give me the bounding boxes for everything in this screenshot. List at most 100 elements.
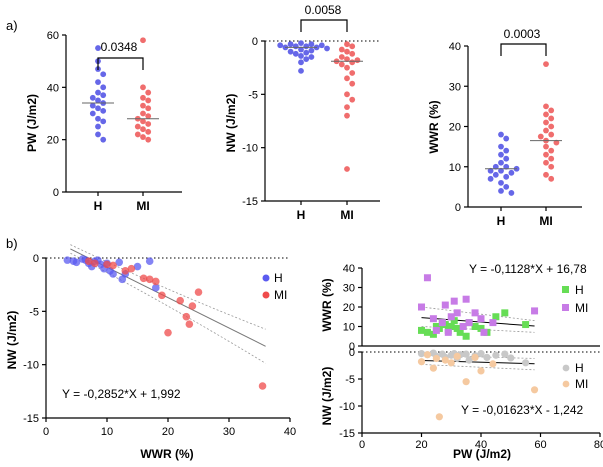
- nw-ytick-label: -15: [242, 196, 258, 208]
- wwr-point-mi: [543, 159, 549, 166]
- corr2-bottom-ytick-label: 0: [349, 347, 355, 359]
- nw-point-mi: [338, 54, 345, 60]
- wwr-point-h: [498, 143, 504, 150]
- corr1-xtick-label: 40: [284, 426, 296, 438]
- corr2-bottom-legend-mi: MI: [575, 377, 588, 391]
- nw-point-h: [277, 42, 284, 49]
- corr2-top-point-mi: [441, 301, 449, 309]
- pw-ytick-label: 0: [53, 187, 59, 199]
- corr1-point-mi: [164, 328, 172, 337]
- corr1-point-mi: [258, 382, 267, 390]
- wwr-point-h: [498, 179, 504, 186]
- wwr-point-mi: [543, 103, 549, 110]
- corr2-bottom-ylabel: NW (J/m2): [320, 367, 334, 426]
- wwr-point-mi: [548, 175, 555, 182]
- pw-pvalue: 0.0348: [101, 40, 138, 54]
- corr2-bottom-point-mi: [423, 351, 432, 359]
- corr2-top-point-h: [447, 323, 455, 330]
- panel-label-b: b): [6, 236, 18, 251]
- corr1-point-h: [72, 258, 81, 267]
- chart-pw: PW (J/m2) 0.0348: [25, 40, 138, 152]
- wwr-point-h: [503, 135, 510, 142]
- nw-point-mi: [349, 70, 356, 76]
- corr2-bottom-point-mi: [453, 352, 461, 360]
- corr1-ytick-label: 0: [33, 253, 39, 265]
- corr2-bottom-point-mi: [530, 386, 539, 394]
- pw-xtick-label: H: [94, 199, 103, 213]
- pw-point-mi: [145, 89, 152, 96]
- wwr-sig-bracket: [500, 43, 547, 56]
- nw-point-mi: [344, 75, 350, 82]
- corr1-legend-mi: MI: [274, 288, 287, 302]
- wwr-pvalue: 0.0003: [504, 27, 541, 41]
- wwr-point-mi: [548, 115, 555, 122]
- pw-point-mi: [145, 121, 152, 127]
- wwr-point-h: [498, 167, 504, 174]
- corr2-bottom-point-h: [477, 350, 485, 358]
- corr2-bottom-point-h: [507, 354, 515, 362]
- corr2-bottom-point-mi: [417, 358, 426, 366]
- corr2-top-point-mi: [531, 307, 539, 315]
- nw-point-mi: [344, 48, 350, 55]
- corr2-top-point-mi: [444, 328, 452, 336]
- wwr-point-mi: [548, 163, 555, 170]
- corr2-bottom-point-mi: [489, 360, 497, 368]
- wwr-point-h: [487, 175, 494, 182]
- corr2-xtick-label: 20: [415, 439, 427, 451]
- wwr-point-h: [508, 190, 515, 196]
- pw-point-mi: [140, 94, 146, 101]
- nw-point-mi: [344, 112, 350, 119]
- corr2-top-point-mi: [438, 319, 446, 327]
- corr2-bottom-fit-line: [421, 359, 535, 365]
- corr2-top-point-h: [462, 332, 470, 340]
- pw-point-mi: [140, 118, 146, 125]
- chart-wwr: WWR (%) 0.0003: [427, 27, 541, 154]
- nw-point-h: [292, 43, 299, 50]
- pw-point-h: [100, 71, 107, 78]
- corr2-top-ytick-label: 0: [349, 341, 355, 353]
- wwr-point-h: [487, 167, 494, 174]
- pw-point-h: [89, 102, 96, 109]
- chart-nw: NW (J/m2) 0.0058: [224, 3, 342, 152]
- wwr-xtick-label: MI: [539, 214, 552, 228]
- wwr-xtick-label: H: [497, 214, 506, 228]
- nw-point-h: [308, 47, 315, 54]
- corr2-top-point-h: [492, 313, 500, 321]
- wwr-point-h: [508, 169, 515, 176]
- corr1-point-mi: [194, 288, 203, 296]
- corr1-point-h: [133, 262, 142, 271]
- corr1-point-mi: [91, 259, 99, 268]
- corr2-top-point-mi: [423, 274, 431, 282]
- nw-sig-bracket: [300, 19, 348, 32]
- pw-point-mi: [145, 136, 152, 143]
- corr1-legend-marker-mi: [262, 291, 270, 299]
- corr2-top-point-mi: [489, 319, 497, 327]
- wwr-point-h: [498, 159, 504, 166]
- nw-point-mi: [349, 50, 356, 57]
- corr2-bottom-point-h: [483, 353, 491, 361]
- wwr-ylabel: WWR (%): [427, 100, 441, 153]
- corr1-ytick-label: -15: [23, 413, 39, 425]
- corr1-point-mi: [176, 296, 184, 305]
- nw-point-mi: [338, 46, 345, 53]
- corr2-bottom-legend-marker-mi: [562, 380, 570, 388]
- corr2-top-legend-h: H: [575, 283, 584, 297]
- corr1-point-mi: [84, 257, 93, 266]
- nw-point-mi: [349, 96, 356, 103]
- nw-point-h: [324, 45, 330, 52]
- nw-ytick-label: 0: [252, 36, 258, 48]
- nw-point-mi: [344, 166, 350, 172]
- corr2-top-ytick-label: 40: [343, 263, 355, 275]
- wwr-point-mi: [543, 127, 549, 134]
- corr2-top-point-mi: [465, 319, 473, 327]
- nw-xtick-label: MI: [340, 208, 353, 222]
- pw-point-h: [95, 115, 101, 122]
- nw-ytick-label: -10: [242, 143, 258, 155]
- pw-point-mi: [140, 37, 146, 44]
- wwr-point-mi: [548, 147, 555, 154]
- corr2-top-point-h: [522, 321, 530, 329]
- wwr-point-h: [503, 163, 510, 170]
- corr1-xlabel: WWR (%): [140, 447, 193, 461]
- pw-point-mi: [140, 134, 146, 140]
- corr2-top-point-mi: [450, 297, 458, 305]
